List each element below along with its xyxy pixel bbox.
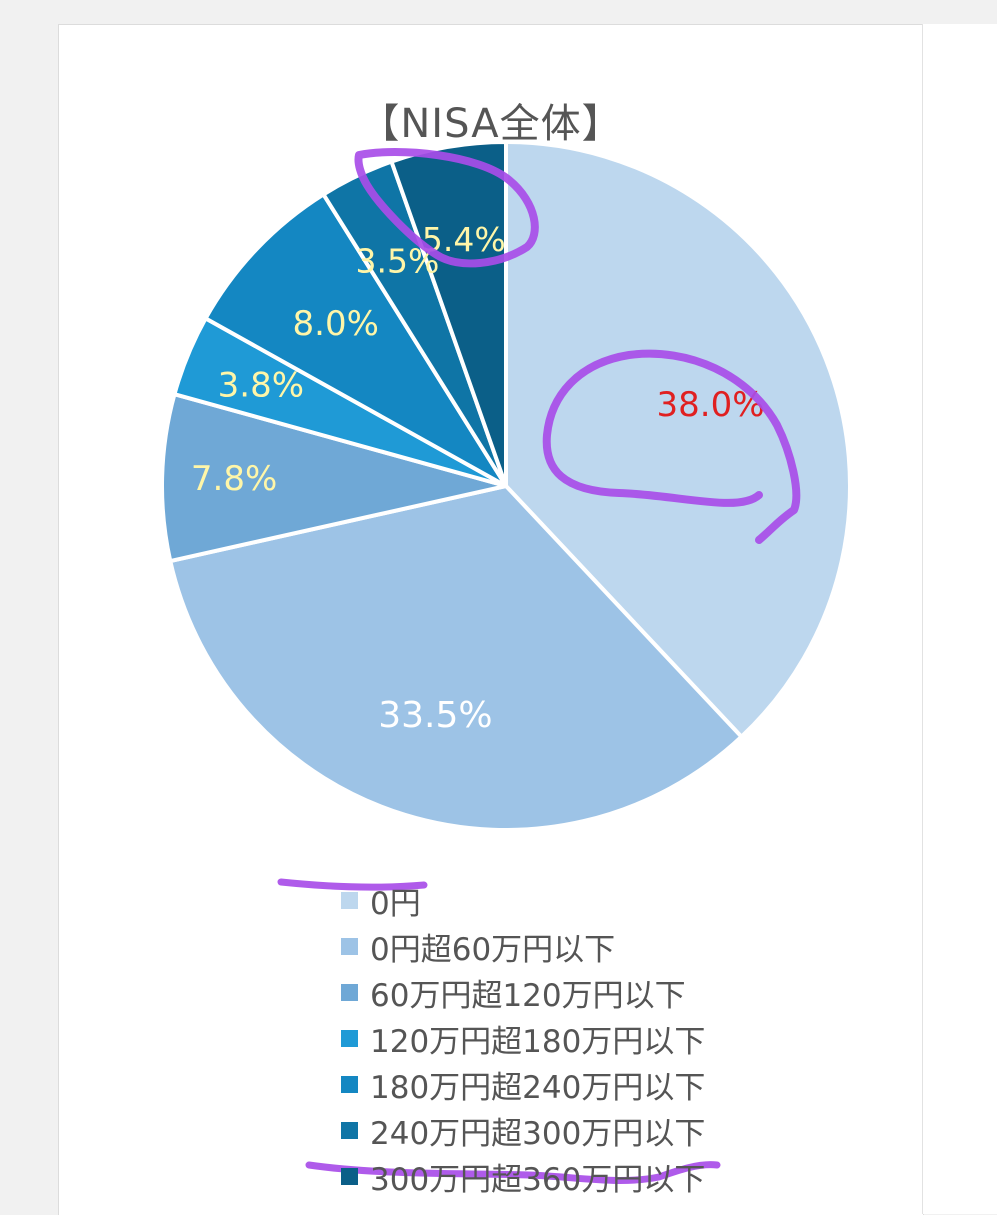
legend-item-7: 300万円超360万円以下 bbox=[341, 1153, 705, 1199]
pie-slice-5 bbox=[203, 192, 508, 488]
legend-swatch bbox=[341, 1075, 358, 1093]
pie-slice-7 bbox=[389, 140, 508, 488]
legend-label: 300万円超360万円以下 bbox=[370, 1161, 706, 1198]
legend-label: 0円 bbox=[370, 885, 421, 922]
legend-swatch bbox=[341, 983, 358, 1001]
legend-swatch bbox=[341, 1121, 358, 1139]
legend-swatch bbox=[341, 937, 358, 955]
legend-label: 240万円超300万円以下 bbox=[370, 1115, 706, 1152]
data-label-5: 8.0% bbox=[293, 304, 379, 344]
legend-swatch bbox=[341, 891, 358, 909]
pie-slice-3 bbox=[160, 392, 508, 564]
highlight-circle-5-4 bbox=[354, 148, 539, 268]
data-label-2: 33.5% bbox=[378, 695, 492, 736]
legend-item-5: 180万円超240万円以下 bbox=[341, 1061, 705, 1107]
legend-item-4: 120万円超180万円以下 bbox=[341, 1015, 705, 1061]
data-label-3: 7.8% bbox=[191, 459, 277, 499]
legend: 0円 0円超60万円以下 60万円超120万円以下 120万円超180万円以下 180万… bbox=[341, 877, 705, 1199]
legend-label: 120万円超180万円以下 bbox=[370, 1023, 706, 1060]
pie-slice-2 bbox=[168, 484, 744, 832]
underline-0-yen bbox=[277, 878, 428, 891]
legend-item-1: 0円 bbox=[341, 877, 705, 923]
chart-title: 【NISA全体】 bbox=[359, 101, 623, 147]
chart-card: 【NISA全体】 38.0% 33.5% 7.8% 3.8% 8.0% 3.5% 5.4% … bbox=[58, 24, 924, 1215]
legend-swatch bbox=[341, 1029, 358, 1047]
legend-label: 60万円超120万円以下 bbox=[370, 977, 686, 1014]
legend-item-6: 240万円超300万円以下 bbox=[341, 1107, 705, 1153]
adjacent-panel bbox=[922, 24, 997, 1214]
underline-300-360 bbox=[305, 1161, 721, 1184]
legend-label: 0円超60万円以下 bbox=[370, 931, 616, 968]
pie-chart: 38.0%33.5%7.8%3.8%8.0%3.5%5.4% bbox=[160, 140, 852, 1184]
legend-label: 180万円超240万円以下 bbox=[370, 1069, 706, 1106]
highlight-circle-38-0 bbox=[542, 349, 801, 544]
data-label-4: 3.8% bbox=[218, 365, 304, 405]
legend-item-2: 0円超60万円以下 bbox=[341, 923, 705, 969]
legend-swatch bbox=[341, 1167, 358, 1185]
legend-item-3: 60万円超120万円以下 bbox=[341, 969, 705, 1015]
pie-slice-1 bbox=[504, 140, 852, 739]
